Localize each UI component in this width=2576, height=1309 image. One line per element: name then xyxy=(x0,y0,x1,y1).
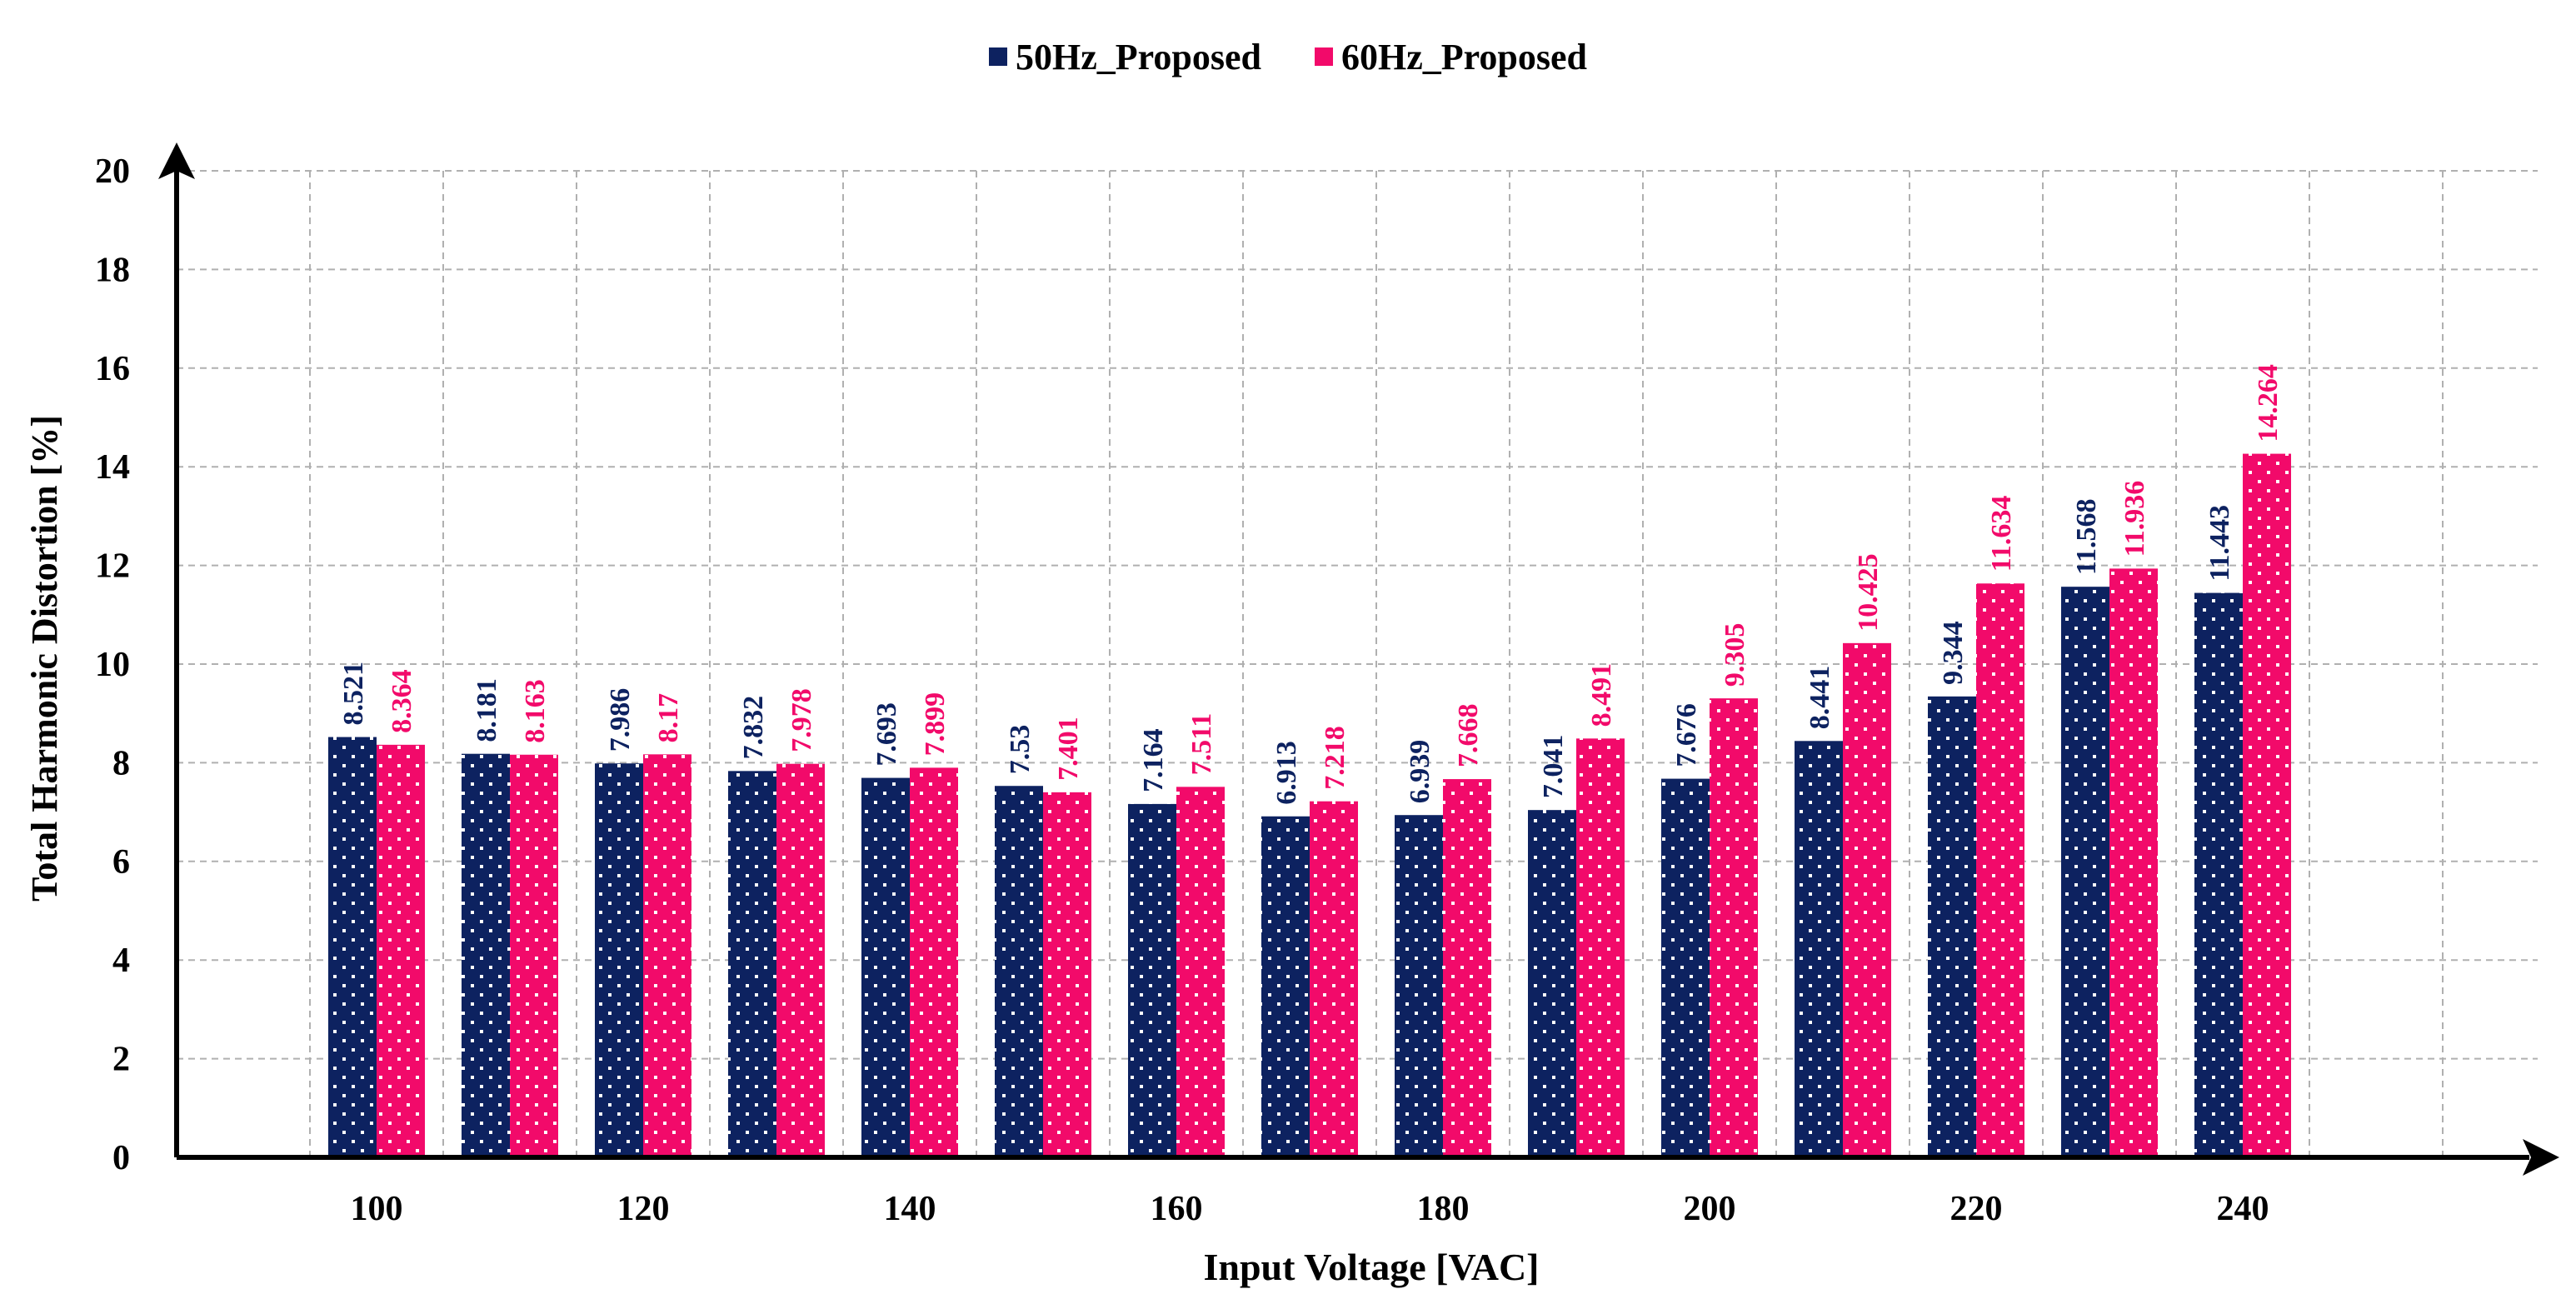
bar-60hz xyxy=(1976,583,2024,1157)
y-tick-label: 18 xyxy=(95,251,130,289)
data-label-50hz: 8.441 xyxy=(1805,666,1835,730)
y-tick-label: 16 xyxy=(95,350,130,388)
x-tick-label: 220 xyxy=(1950,1190,2003,1228)
data-label-50hz: 7.676 xyxy=(1671,703,1702,767)
x-tick-label: 120 xyxy=(617,1190,670,1228)
data-label-50hz: 7.164 xyxy=(1138,728,1169,792)
data-label-60hz: 7.511 xyxy=(1186,713,1217,776)
data-label-50hz: 6.939 xyxy=(1405,740,1435,804)
bar-60hz xyxy=(910,767,958,1157)
data-label-60hz: 7.668 xyxy=(1453,704,1484,768)
bar-60hz xyxy=(2109,568,2158,1157)
x-tick-label: 160 xyxy=(1151,1190,1203,1228)
y-tick-label: 8 xyxy=(112,744,130,782)
x-axis-arrow xyxy=(2523,1139,2559,1176)
bar-50hz xyxy=(462,753,510,1157)
x-tick-label: 240 xyxy=(2217,1190,2269,1228)
bar-60hz xyxy=(2243,453,2291,1157)
axes xyxy=(158,142,2559,1176)
data-label-50hz: 7.041 xyxy=(1538,735,1569,799)
bar-50hz xyxy=(1661,778,1710,1157)
legend-swatch-60hz xyxy=(1315,47,1333,66)
data-label-60hz: 9.305 xyxy=(1720,623,1750,687)
bar-60hz xyxy=(1310,801,1358,1157)
data-label-50hz: 7.832 xyxy=(738,696,769,760)
y-tick-label: 2 xyxy=(112,1041,130,1079)
bar-60hz xyxy=(1443,779,1491,1157)
bar-60hz xyxy=(377,744,425,1157)
y-tick-label: 12 xyxy=(95,547,130,586)
bar-60hz xyxy=(1843,642,1891,1157)
data-label-50hz: 7.693 xyxy=(871,702,902,767)
data-label-60hz: 8.163 xyxy=(520,679,551,743)
y-tick-label: 20 xyxy=(95,152,130,191)
bar-50hz xyxy=(1528,810,1576,1157)
bar-50hz xyxy=(1395,815,1443,1157)
bar-50hz xyxy=(2194,592,2243,1157)
data-label-50hz: 7.53 xyxy=(1005,725,1036,775)
bar-60hz xyxy=(510,754,558,1157)
data-label-60hz: 14.264 xyxy=(2253,364,2284,442)
data-label-50hz: 6.913 xyxy=(1271,741,1302,805)
x-tick-label: 180 xyxy=(1417,1190,1470,1228)
data-label-60hz: 8.364 xyxy=(387,669,417,733)
data-label-60hz: 11.634 xyxy=(1986,496,2017,572)
y-tick-label: 4 xyxy=(112,942,130,980)
bar-50hz xyxy=(861,777,910,1157)
legend-label-60hz: 60Hz_Proposed xyxy=(1341,36,1587,77)
data-label-60hz: 7.899 xyxy=(920,692,951,757)
bar-50hz xyxy=(728,771,776,1157)
bar-50hz xyxy=(2061,587,2109,1157)
data-label-50hz: 9.344 xyxy=(1938,621,1969,685)
bar-60hz xyxy=(776,763,825,1157)
data-label-60hz: 8.17 xyxy=(653,693,684,743)
y-tick-label: 14 xyxy=(95,448,130,487)
x-tick-label: 140 xyxy=(884,1190,936,1228)
bar-50hz xyxy=(995,786,1043,1157)
x-axis-label: Input Voltage [VAC] xyxy=(1203,1246,1539,1288)
data-labels: 8.521 8.364 8.181 8.163 7.986 8.17 7.832 7.978 7… xyxy=(338,364,2284,805)
y-axis-arrow xyxy=(158,142,195,179)
data-label-60hz: 7.401 xyxy=(1053,717,1084,781)
bars xyxy=(328,453,2291,1157)
y-tick-label: 6 xyxy=(112,843,130,882)
data-label-50hz: 11.443 xyxy=(2204,505,2235,582)
bar-50hz xyxy=(1928,696,1976,1157)
data-label-50hz: 11.568 xyxy=(2071,499,2102,576)
bar-50hz xyxy=(1261,816,1310,1157)
y-axis-label: Total Harmonic Distortion [%] xyxy=(24,415,65,902)
x-tick-label: 100 xyxy=(351,1190,403,1228)
bar-60hz xyxy=(1576,738,1625,1157)
legend-label-50hz: 50Hz_Proposed xyxy=(1016,36,1261,77)
bar-50hz xyxy=(328,737,377,1157)
bar-60hz xyxy=(643,754,691,1157)
legend-item-60hz[interactable]: 60Hz_Proposed xyxy=(1315,36,1587,78)
legend: 50Hz_Proposed 60Hz_Proposed xyxy=(0,32,2576,82)
y-tick-label: 0 xyxy=(112,1139,130,1177)
data-label-60hz: 8.491 xyxy=(1586,663,1617,727)
data-label-60hz: 7.978 xyxy=(786,688,817,752)
tick-labels: 0 2 4 6 8 10 12 14 16 18 20 100 120 140 160 180 200 220 24… xyxy=(95,152,2269,1228)
bar-50hz xyxy=(1795,741,1843,1157)
legend-swatch-50hz xyxy=(989,47,1008,66)
bar-50hz xyxy=(595,763,643,1157)
x-tick-label: 200 xyxy=(1684,1190,1736,1228)
data-label-60hz: 7.218 xyxy=(1320,726,1350,790)
data-label-60hz: 11.936 xyxy=(2119,481,2150,557)
bar-60hz xyxy=(1176,787,1225,1157)
bar-50hz xyxy=(1128,803,1176,1157)
bar-60hz xyxy=(1710,698,1758,1157)
data-label-60hz: 10.425 xyxy=(1853,553,1884,632)
data-label-50hz: 7.986 xyxy=(605,688,636,752)
legend-item-50hz[interactable]: 50Hz_Proposed xyxy=(989,36,1261,78)
data-label-50hz: 8.181 xyxy=(472,678,502,742)
bar-60hz xyxy=(1043,792,1091,1157)
y-tick-label: 10 xyxy=(95,646,130,684)
data-label-50hz: 8.521 xyxy=(338,662,369,726)
